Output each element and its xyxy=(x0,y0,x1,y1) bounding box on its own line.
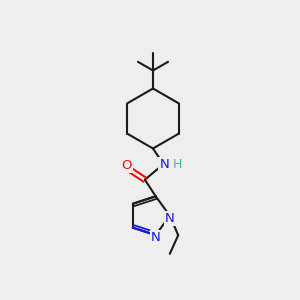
Text: H: H xyxy=(172,158,182,171)
Text: O: O xyxy=(121,159,131,172)
Text: N: N xyxy=(151,231,160,244)
Text: N: N xyxy=(165,212,175,225)
Text: N: N xyxy=(160,158,169,171)
